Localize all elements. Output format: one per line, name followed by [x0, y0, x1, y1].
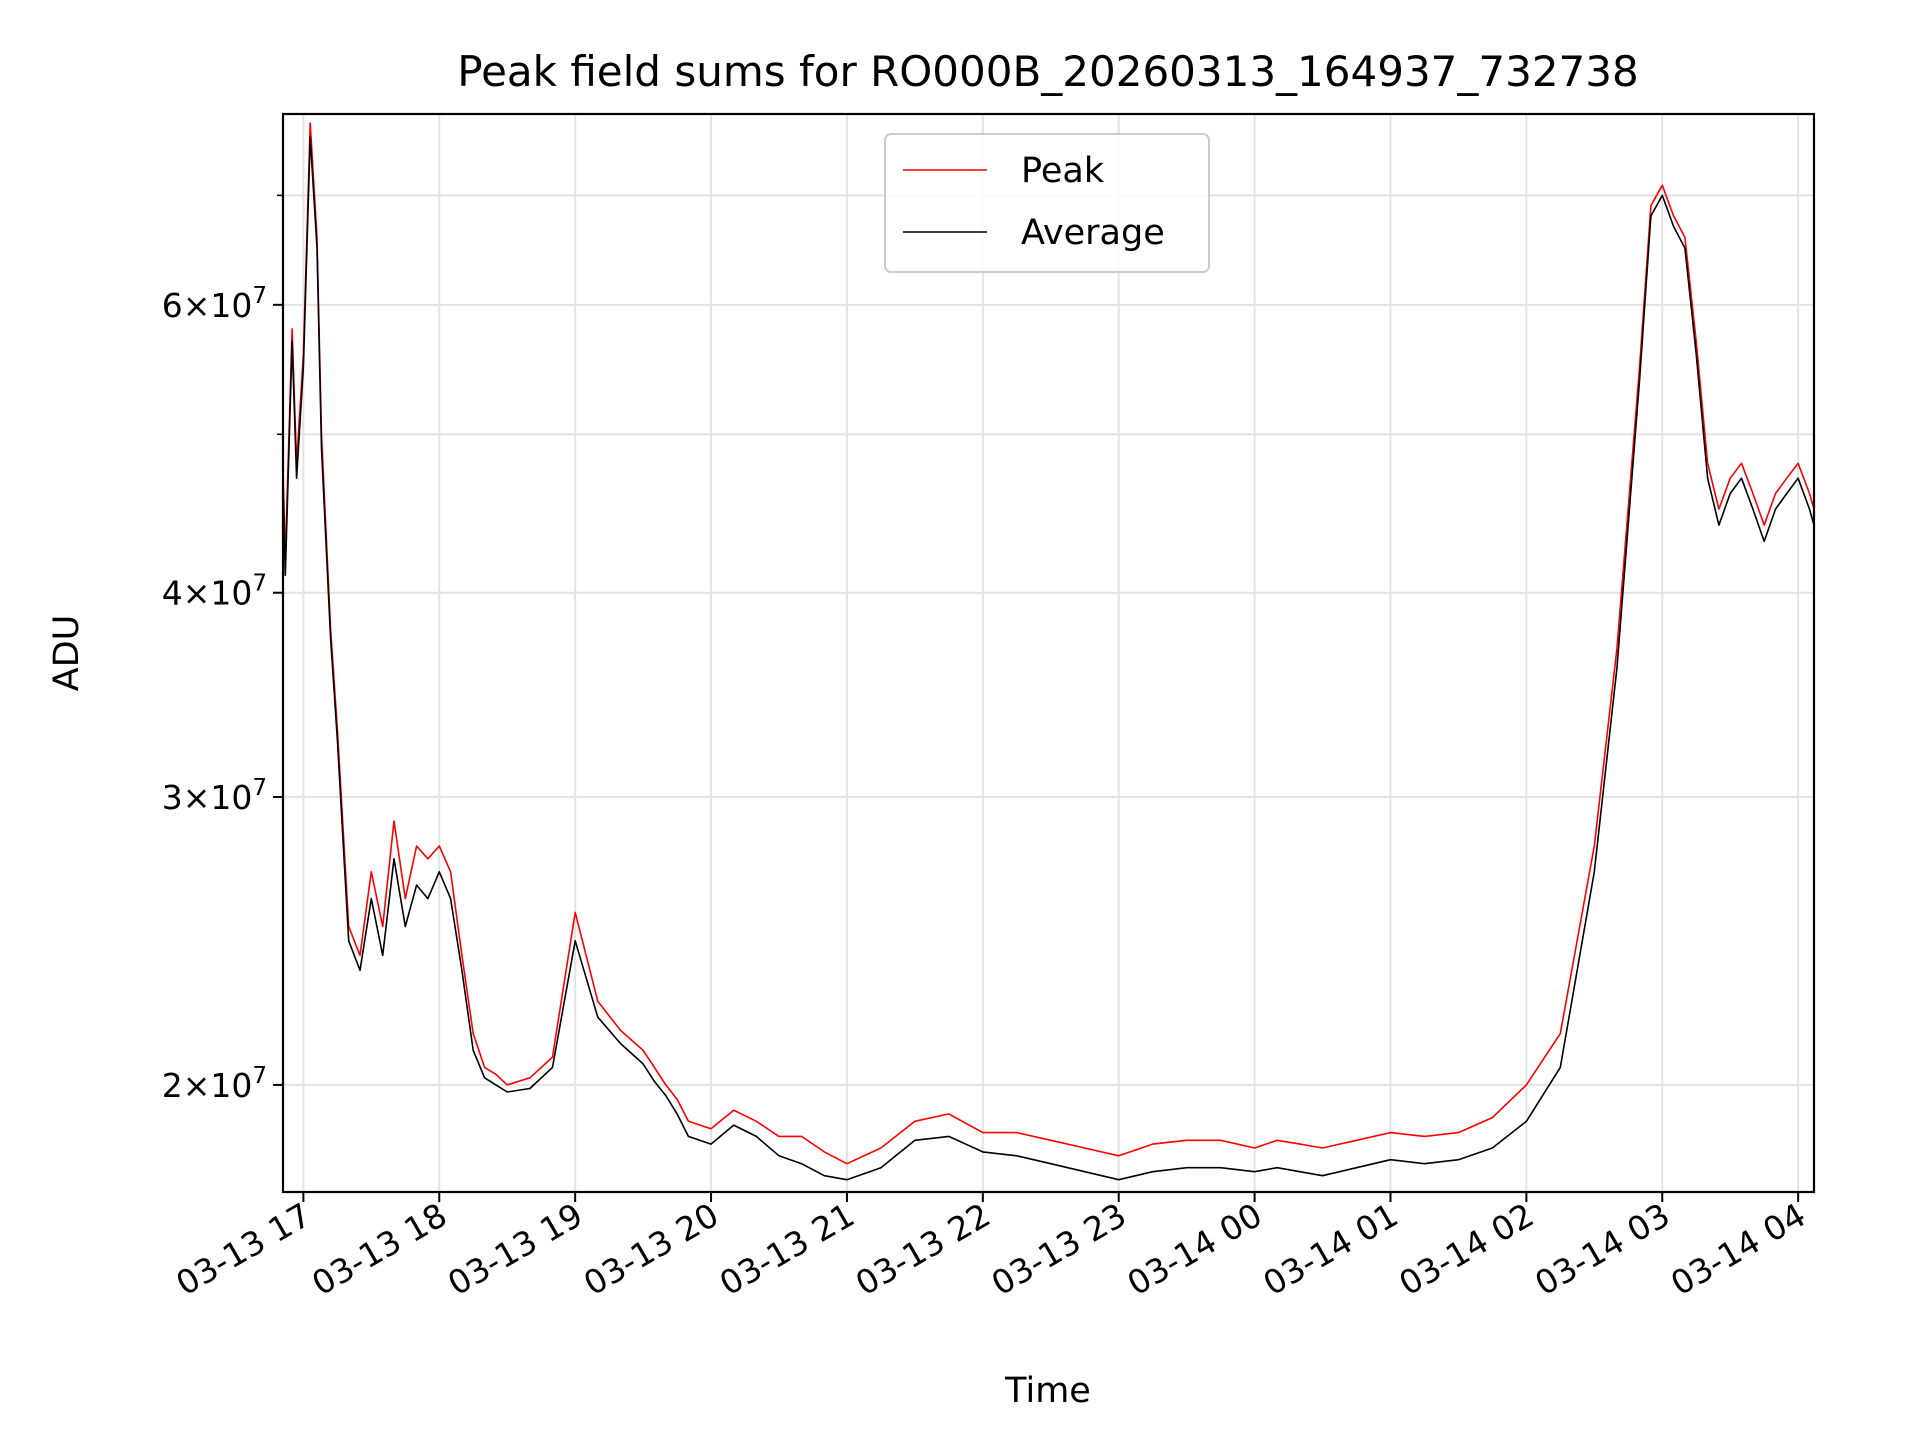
y-tick-label: 6×107 — [162, 283, 267, 325]
y-tick-label-exponent: 7 — [252, 283, 267, 309]
x-tick-label: 03-13 18 — [305, 1195, 453, 1303]
series-lines — [283, 122, 1814, 1181]
legend: Peak Average — [884, 133, 1210, 273]
x-tick-label: 03-13 23 — [985, 1195, 1133, 1303]
x-tick-label: 03-14 00 — [1121, 1195, 1269, 1303]
y-tick-label-base: 3 — [162, 778, 183, 817]
y-tick-label: 3×107 — [162, 775, 267, 817]
y-tick-label-exponent: 7 — [252, 571, 267, 597]
y-tick-label: 2×107 — [162, 1063, 267, 1105]
y-tick-label-exponent: 7 — [252, 1063, 267, 1089]
series-line-peak — [283, 122, 1814, 1165]
chart-title: Peak field sums for RO000B_20260313_1649… — [457, 47, 1638, 96]
y-tick-label-base: 6 — [162, 286, 183, 325]
y-tick-label-base: 4 — [162, 574, 183, 613]
x-tick-label: 03-14 01 — [1256, 1195, 1404, 1303]
series-line-average — [283, 136, 1814, 1181]
x-axis-title: Time — [1004, 1371, 1091, 1411]
legend-label-peak: Peak — [1021, 151, 1105, 191]
x-tick-label: 03-13 17 — [169, 1195, 317, 1303]
x-tick-label: 03-13 21 — [713, 1195, 861, 1303]
y-tick-label-exponent: 7 — [252, 775, 267, 801]
plot-frame — [281, 112, 1816, 1194]
x-tick-label: 03-13 22 — [849, 1195, 997, 1303]
x-tick-label: 03-13 19 — [441, 1195, 589, 1303]
y-axis-title: ADU — [47, 615, 87, 692]
x-tick-label: 03-14 04 — [1664, 1195, 1812, 1303]
legend-box — [884, 133, 1210, 273]
y-tick-label: 4×107 — [162, 571, 267, 613]
grid — [283, 114, 1814, 1192]
x-tick-label: 03-14 02 — [1392, 1195, 1540, 1303]
legend-label-average: Average — [1021, 213, 1165, 253]
x-tick-label: 03-14 03 — [1528, 1195, 1676, 1303]
y-tick-label-base: 2 — [162, 1066, 183, 1105]
x-tick-label: 03-13 20 — [577, 1195, 725, 1303]
